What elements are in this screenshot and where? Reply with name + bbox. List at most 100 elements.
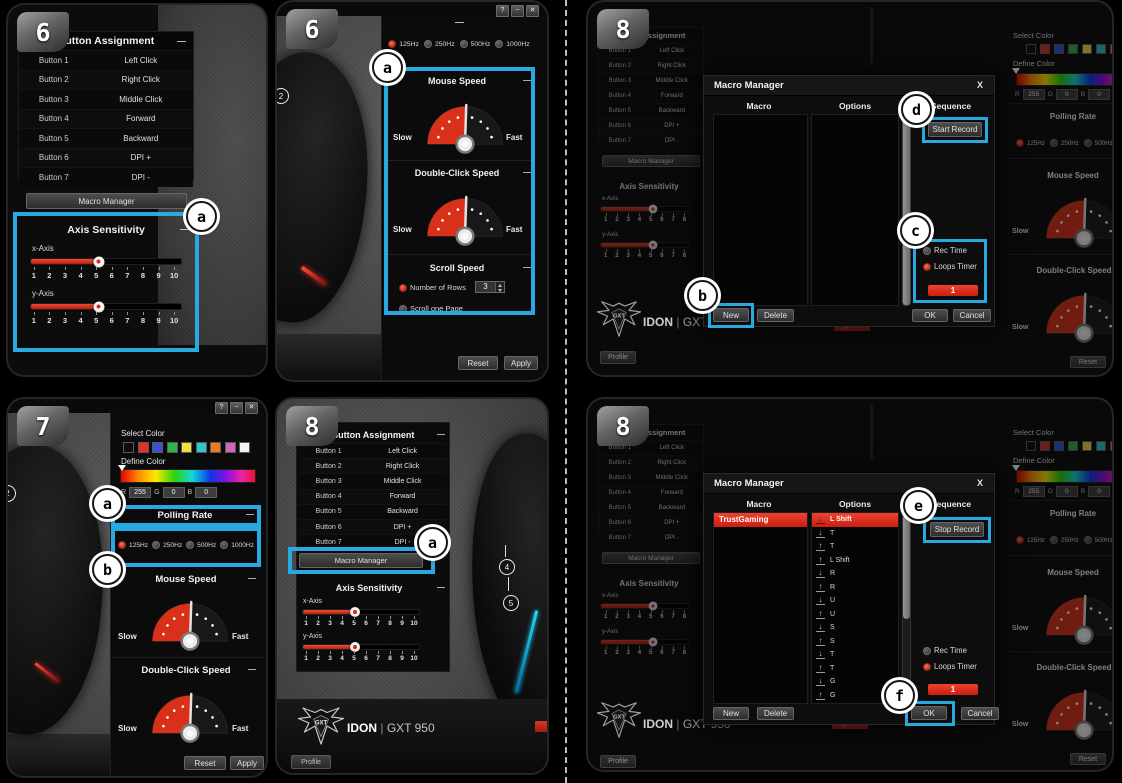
color-swatch[interactable]	[1082, 441, 1092, 451]
color-swatch[interactable]	[1068, 441, 1078, 451]
x-axis-slider[interactable]	[302, 607, 420, 617]
polling-rate-radio[interactable]: 250Hz	[1049, 139, 1079, 147]
macro-manager-button[interactable]: Macro Manager	[602, 155, 700, 167]
collapse-icon[interactable]: —	[523, 76, 531, 85]
rec-time-radio[interactable]: Rec Time	[923, 646, 967, 655]
button-action-select[interactable]: DPI +	[664, 520, 680, 526]
collapse-icon[interactable]: —	[180, 224, 189, 234]
sequence-step[interactable]: ↓ G	[812, 675, 898, 689]
polling-rate-radio[interactable]: 250Hz	[423, 40, 455, 48]
slider-handle[interactable]	[648, 204, 658, 214]
polling-rate-radio[interactable]: 1000Hz	[495, 40, 530, 48]
gradient-marker-icon[interactable]	[118, 465, 126, 471]
polling-rate-radio[interactable]: 125Hz	[118, 541, 148, 549]
reset-button[interactable]: Reset	[458, 356, 498, 370]
x-axis-slider[interactable]	[30, 256, 182, 267]
polling-rate-radio[interactable]: 500Hz	[459, 40, 490, 48]
sequence-step[interactable]: ↓ U	[812, 594, 898, 608]
reset-button[interactable]: Reset	[1070, 356, 1106, 368]
button-action-select[interactable]: Backward	[658, 108, 685, 114]
button-action-select[interactable]: DPI -	[131, 172, 150, 182]
color-swatch[interactable]	[224, 442, 236, 453]
sequence-step[interactable]: ↑ R	[812, 581, 898, 595]
button-action-select[interactable]: DPI -	[664, 138, 679, 144]
r-value-field[interactable]: 255	[1022, 89, 1045, 100]
number-of-rows-radio[interactable]: Number of Rows	[399, 283, 466, 292]
collapse-icon[interactable]: —	[246, 510, 254, 519]
sequence-step[interactable]: ↑ T	[812, 540, 898, 554]
top-view-button-clipped[interactable]	[535, 721, 547, 732]
close-button[interactable]: ✕	[245, 402, 258, 414]
new-button[interactable]: New	[713, 308, 749, 322]
cancel-button[interactable]: Cancel	[953, 309, 991, 322]
color-swatch[interactable]	[152, 442, 163, 453]
help-button[interactable]: ?	[215, 402, 228, 414]
double-click-speed-gauge[interactable]	[140, 683, 240, 745]
sequence-step[interactable]: ↓ T	[812, 648, 898, 662]
sequence-step[interactable]: ↓ T	[812, 527, 898, 541]
color-swatch[interactable]	[1026, 441, 1036, 451]
color-swatch[interactable]	[1096, 441, 1106, 451]
color-swatch[interactable]	[195, 442, 207, 453]
color-swatch[interactable]	[1082, 44, 1092, 54]
g-value-field[interactable]: 0	[1055, 89, 1078, 100]
loops-timer-radio[interactable]: Loops Timer	[923, 662, 977, 671]
color-swatch[interactable]	[1110, 441, 1112, 451]
color-swatch[interactable]	[1110, 44, 1112, 54]
collapse-icon[interactable]: —	[437, 430, 445, 439]
sequence-step[interactable]: ↓ S	[812, 621, 898, 635]
collapse-icon[interactable]: —	[248, 574, 256, 583]
profile-button[interactable]: Profile	[600, 351, 636, 364]
spinner-up-icon[interactable]	[496, 282, 504, 287]
rows-count-spinner[interactable]: 3	[475, 281, 505, 293]
button-action-select[interactable]: Middle Click	[383, 477, 422, 485]
button-action-select[interactable]: DPI +	[130, 153, 151, 163]
color-gradient-bar[interactable]	[1016, 73, 1112, 86]
sequence-step[interactable]: ↑ G	[812, 689, 898, 703]
button-action-select[interactable]: Backward	[387, 508, 418, 516]
minimize-button[interactable]: −	[511, 5, 524, 17]
cancel-button[interactable]: Cancel	[961, 707, 999, 720]
polling-rate-radio[interactable]: 125Hz	[1016, 139, 1045, 147]
button-action-select[interactable]: DPI +	[393, 523, 412, 531]
sequence-step[interactable]: ↓ R	[812, 567, 898, 581]
profile-button[interactable]: Profile	[600, 755, 636, 768]
loops-count-field[interactable]: 1	[928, 285, 978, 296]
button-action-select[interactable]: Left Click	[659, 48, 685, 54]
b-value-field[interactable]: 0	[195, 487, 218, 498]
profile-button[interactable]: Profile	[291, 755, 331, 769]
sequence-scrollbar[interactable]	[902, 512, 911, 704]
collapse-icon[interactable]: —	[523, 263, 531, 272]
b-value-field[interactable]: 0	[1088, 89, 1111, 100]
button-action-select[interactable]: Forward	[660, 490, 683, 496]
polling-rate-radio[interactable]: 250Hz	[152, 541, 182, 549]
slider-handle[interactable]	[93, 256, 104, 267]
color-swatch[interactable]	[181, 442, 192, 453]
color-swatch[interactable]	[239, 442, 250, 453]
ok-button[interactable]: OK	[911, 706, 947, 720]
slider-handle[interactable]	[648, 601, 658, 611]
button-action-select[interactable]: Middle Click	[655, 78, 688, 84]
r-value-field[interactable]: 255	[1022, 486, 1045, 497]
slider-handle[interactable]	[648, 637, 658, 647]
polling-rate-radio[interactable]: 250Hz	[1049, 536, 1079, 544]
color-swatch[interactable]	[1054, 44, 1064, 54]
button-action-select[interactable]: Backward	[658, 505, 685, 511]
collapse-icon[interactable]: —	[523, 168, 531, 177]
delete-button[interactable]: Delete	[757, 309, 794, 322]
color-swatch[interactable]	[210, 442, 221, 453]
color-swatch[interactable]	[1040, 44, 1050, 54]
polling-rate-radio[interactable]: 500Hz	[1083, 139, 1112, 147]
ok-button[interactable]: OK	[912, 309, 948, 322]
sequence-scrollbar[interactable]	[902, 114, 911, 306]
y-axis-slider[interactable]	[600, 240, 689, 250]
button-action-select[interactable]: DPI -	[394, 538, 411, 546]
button-action-select[interactable]: DPI +	[664, 123, 680, 129]
close-icon[interactable]: X	[976, 478, 983, 488]
button-action-select[interactable]: Left Click	[659, 445, 685, 451]
slider-handle[interactable]	[350, 607, 361, 617]
sequence-step[interactable]: ↑ U	[812, 608, 898, 622]
loops-count-field[interactable]: 1	[928, 684, 978, 695]
macro-manager-button[interactable]: Macro Manager	[26, 193, 187, 209]
slider-handle[interactable]	[93, 301, 104, 312]
